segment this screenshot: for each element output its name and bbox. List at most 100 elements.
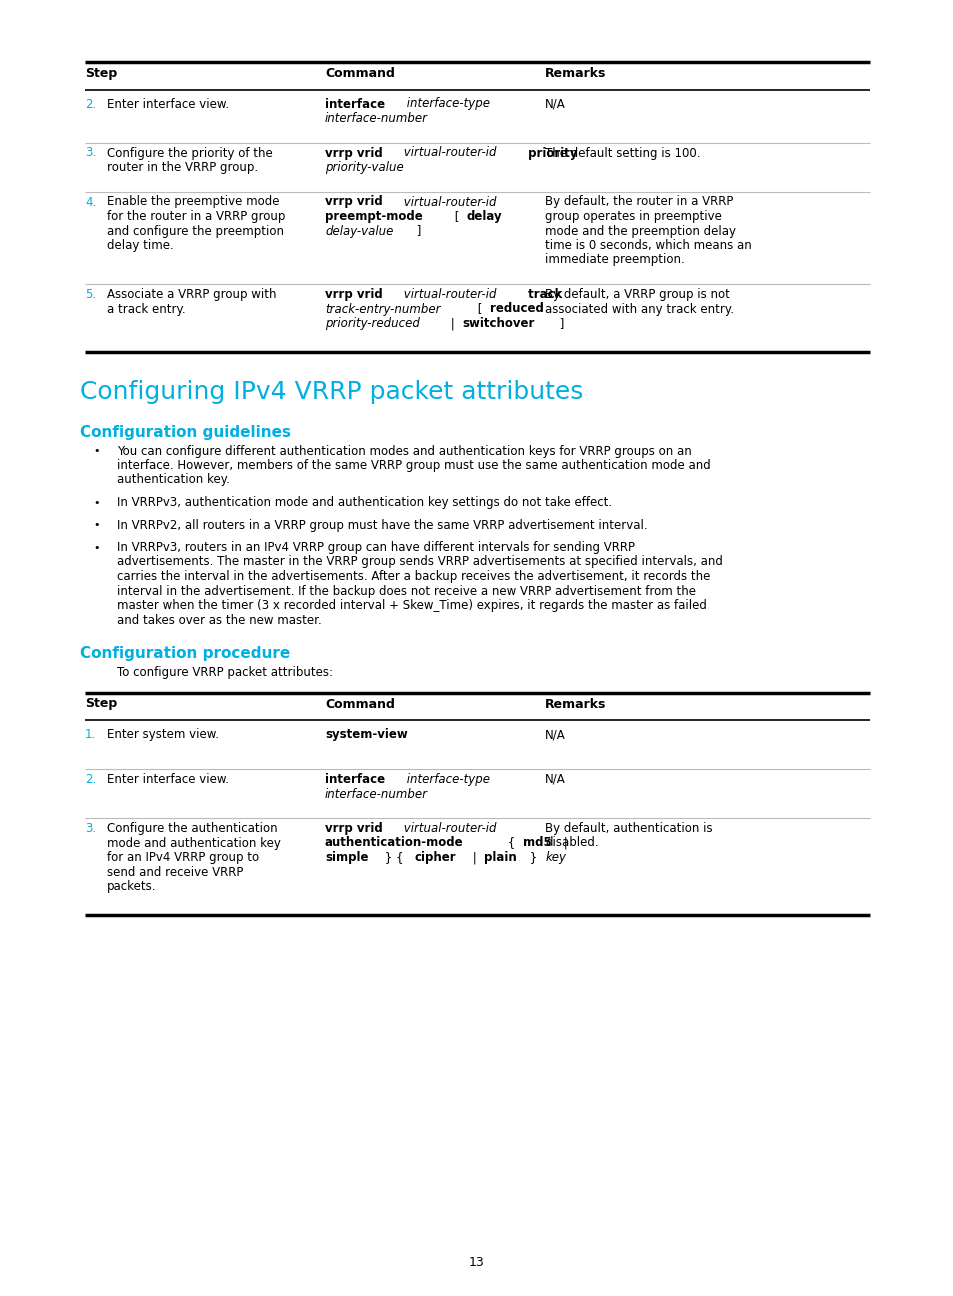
Text: mode and the preemption delay: mode and the preemption delay bbox=[544, 224, 735, 237]
Text: preempt-mode: preempt-mode bbox=[325, 210, 422, 223]
Text: N/A: N/A bbox=[544, 728, 565, 741]
Text: N/A: N/A bbox=[544, 97, 565, 110]
Text: priority: priority bbox=[523, 146, 577, 159]
Text: key: key bbox=[544, 851, 565, 864]
Text: associated with any track entry.: associated with any track entry. bbox=[544, 302, 733, 315]
Text: authentication key.: authentication key. bbox=[117, 473, 230, 486]
Text: Step: Step bbox=[85, 67, 117, 80]
Text: In VRRPv2, all routers in a VRRP group must have the same VRRP advertisement int: In VRRPv2, all routers in a VRRP group m… bbox=[117, 518, 647, 531]
Text: vrrp vrid: vrrp vrid bbox=[325, 288, 382, 301]
Text: interface-number: interface-number bbox=[325, 111, 428, 124]
Text: 5.: 5. bbox=[85, 288, 96, 301]
Text: Step: Step bbox=[85, 697, 117, 710]
Text: N/A: N/A bbox=[544, 772, 565, 785]
Text: md5: md5 bbox=[522, 836, 552, 849]
Text: Remarks: Remarks bbox=[544, 67, 606, 80]
Text: vrrp vrid: vrrp vrid bbox=[325, 146, 382, 159]
Text: vrrp vrid: vrrp vrid bbox=[325, 822, 382, 835]
Text: •: • bbox=[92, 521, 99, 530]
Text: delay: delay bbox=[466, 210, 502, 223]
Text: virtual-router-id: virtual-router-id bbox=[399, 196, 496, 209]
Text: 4.: 4. bbox=[85, 196, 96, 209]
Text: virtual-router-id: virtual-router-id bbox=[399, 822, 496, 835]
Text: delay-value: delay-value bbox=[325, 224, 393, 237]
Text: authentication-mode: authentication-mode bbox=[325, 836, 463, 849]
Text: carries the interval in the advertisements. After a backup receives the advertis: carries the interval in the advertisemen… bbox=[117, 570, 710, 583]
Text: time is 0 seconds, which means an: time is 0 seconds, which means an bbox=[544, 238, 751, 251]
Text: and takes over as the new master.: and takes over as the new master. bbox=[117, 613, 321, 626]
Text: for an IPv4 VRRP group to: for an IPv4 VRRP group to bbox=[107, 851, 259, 864]
Text: interface: interface bbox=[325, 772, 385, 785]
Text: Enter system view.: Enter system view. bbox=[107, 728, 219, 741]
Text: To configure VRRP packet attributes:: To configure VRRP packet attributes: bbox=[117, 666, 333, 679]
Text: •: • bbox=[92, 498, 99, 508]
Text: a track entry.: a track entry. bbox=[107, 302, 186, 315]
Text: You can configure different authentication modes and authentication keys for VRR: You can configure different authenticati… bbox=[117, 445, 691, 457]
Text: delay time.: delay time. bbox=[107, 238, 173, 251]
Text: interface: interface bbox=[325, 97, 385, 110]
Text: Configuration guidelines: Configuration guidelines bbox=[80, 425, 291, 439]
Text: Configuring IPv4 VRRP packet attributes: Configuring IPv4 VRRP packet attributes bbox=[80, 380, 583, 403]
Text: Configure the priority of the: Configure the priority of the bbox=[107, 146, 273, 159]
Text: } {: } { bbox=[381, 851, 407, 864]
Text: interface-type: interface-type bbox=[402, 97, 489, 110]
Text: disabled.: disabled. bbox=[544, 836, 598, 849]
Text: interval in the advertisement. If the backup does not receive a new VRRP adverti: interval in the advertisement. If the ba… bbox=[117, 584, 696, 597]
Text: •: • bbox=[92, 543, 99, 553]
Text: In VRRPv3, routers in an IPv4 VRRP group can have different intervals for sendin: In VRRPv3, routers in an IPv4 VRRP group… bbox=[117, 540, 635, 553]
Text: 1.: 1. bbox=[85, 728, 96, 741]
Text: }: } bbox=[525, 851, 540, 864]
Text: {: { bbox=[503, 836, 518, 849]
Text: switchover: switchover bbox=[462, 318, 534, 330]
Text: virtual-router-id: virtual-router-id bbox=[399, 288, 496, 301]
Text: priority-value: priority-value bbox=[325, 161, 403, 174]
Text: Configure the authentication: Configure the authentication bbox=[107, 822, 277, 835]
Text: packets.: packets. bbox=[107, 880, 156, 893]
Text: Command: Command bbox=[325, 67, 395, 80]
Text: interface-number: interface-number bbox=[325, 788, 428, 801]
Text: 3.: 3. bbox=[85, 146, 96, 159]
Text: send and receive VRRP: send and receive VRRP bbox=[107, 866, 243, 879]
Text: simple: simple bbox=[325, 851, 368, 864]
Text: 2.: 2. bbox=[85, 772, 96, 785]
Text: 3.: 3. bbox=[85, 822, 96, 835]
Text: track: track bbox=[523, 288, 562, 301]
Text: interface. However, members of the same VRRP group must use the same authenticat: interface. However, members of the same … bbox=[117, 459, 710, 472]
Text: |: | bbox=[447, 318, 458, 330]
Text: Configuration procedure: Configuration procedure bbox=[80, 645, 290, 661]
Text: cipher: cipher bbox=[415, 851, 456, 864]
Text: master when the timer (3 x recorded interval + Skew_Time) expires, it regards th: master when the timer (3 x recorded inte… bbox=[117, 599, 706, 612]
Text: By default, a VRRP group is not: By default, a VRRP group is not bbox=[544, 288, 729, 301]
Text: mode and authentication key: mode and authentication key bbox=[107, 836, 280, 849]
Text: |: | bbox=[559, 836, 567, 849]
Text: ]: ] bbox=[555, 318, 563, 330]
Text: router in the VRRP group.: router in the VRRP group. bbox=[107, 161, 258, 174]
Text: Enter interface view.: Enter interface view. bbox=[107, 772, 229, 785]
Text: advertisements. The master in the VRRP group sends VRRP advertisements at specif: advertisements. The master in the VRRP g… bbox=[117, 556, 722, 569]
Text: virtual-router-id: virtual-router-id bbox=[399, 146, 496, 159]
Text: and configure the preemption: and configure the preemption bbox=[107, 224, 284, 237]
Text: 2.: 2. bbox=[85, 97, 96, 110]
Text: vrrp vrid: vrrp vrid bbox=[325, 196, 382, 209]
Text: priority-reduced: priority-reduced bbox=[325, 318, 419, 330]
Text: Enter interface view.: Enter interface view. bbox=[107, 97, 229, 110]
Text: By default, the router in a VRRP: By default, the router in a VRRP bbox=[544, 196, 733, 209]
Text: •: • bbox=[92, 447, 99, 456]
Text: ]: ] bbox=[413, 224, 421, 237]
Text: Associate a VRRP group with: Associate a VRRP group with bbox=[107, 288, 276, 301]
Text: The default setting is 100.: The default setting is 100. bbox=[544, 146, 700, 159]
Text: [: [ bbox=[474, 302, 486, 315]
Text: immediate preemption.: immediate preemption. bbox=[544, 254, 684, 267]
Text: plain: plain bbox=[483, 851, 516, 864]
Text: Command: Command bbox=[325, 697, 395, 710]
Text: 13: 13 bbox=[469, 1256, 484, 1269]
Text: Enable the preemptive mode: Enable the preemptive mode bbox=[107, 196, 279, 209]
Text: system-view: system-view bbox=[325, 728, 407, 741]
Text: In VRRPv3, authentication mode and authentication key settings do not take effec: In VRRPv3, authentication mode and authe… bbox=[117, 496, 612, 509]
Text: interface-type: interface-type bbox=[402, 772, 489, 785]
Text: Remarks: Remarks bbox=[544, 697, 606, 710]
Text: By default, authentication is: By default, authentication is bbox=[544, 822, 712, 835]
Text: reduced: reduced bbox=[489, 302, 543, 315]
Text: |: | bbox=[468, 851, 479, 864]
Text: [: [ bbox=[451, 210, 463, 223]
